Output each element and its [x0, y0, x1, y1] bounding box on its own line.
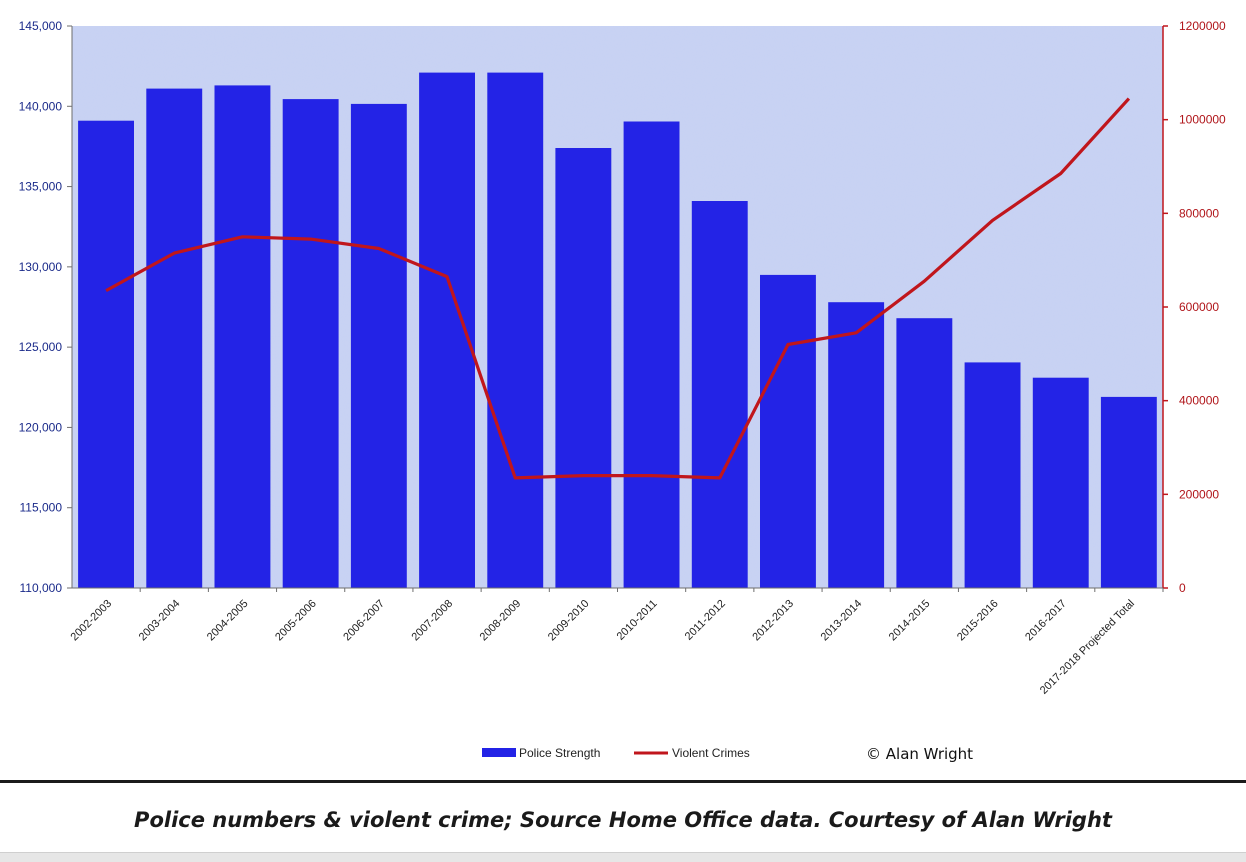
bar-police-strength-3: [282, 99, 339, 588]
x-tick-label: 2008-2009: [478, 598, 524, 644]
right-axis-ticks: 0 200000 400000 600000 800000 1000000 1200000: [1163, 19, 1226, 595]
x-tick-label: 2011-2012: [683, 598, 728, 643]
legend-label-police-strength: Police Strength: [519, 746, 600, 760]
left-tick-label: 125,000: [19, 340, 63, 354]
bars-layer: [78, 72, 1157, 589]
bar-police-strength-10: [760, 274, 816, 588]
x-tick-label: 2002-2003: [69, 598, 115, 644]
left-tick-label: 145,000: [19, 19, 63, 33]
left-tick-label: 120,000: [19, 420, 63, 434]
x-tick-label: 2015-2016: [955, 598, 1001, 644]
bottom-strip: [0, 852, 1246, 862]
right-tick-label: 0: [1179, 581, 1186, 595]
line-violent-crimes: [105, 97, 1131, 480]
x-tick-label: 2003-2004: [137, 598, 183, 644]
x-tick-label: 2012-2013: [750, 598, 796, 644]
legend-label-violent-crimes: Violent Crimes: [672, 746, 750, 760]
x-tick-label: 2005-2006: [273, 598, 319, 644]
bar-police-strength-11: [828, 302, 885, 588]
legend-swatch-police-strength: [482, 748, 516, 757]
left-tick-label: 135,000: [19, 180, 63, 194]
x-tick-label: 2010-2011: [615, 598, 660, 643]
x-tick-label: 2004-2005: [205, 598, 251, 644]
bar-police-strength-0: [78, 120, 134, 588]
x-tick-label: 2014-2015: [887, 598, 933, 644]
left-axis-ticks: 110,000 115,000 120,000 125,000 130,000 135,0…: [19, 19, 72, 595]
x-tick-label: 2016-2017: [1023, 598, 1069, 644]
right-tick-label: 800000: [1179, 206, 1219, 220]
figure-caption: Police numbers & violent crime; Source H…: [134, 808, 1112, 832]
left-tick-label: 130,000: [19, 260, 63, 274]
bar-police-strength-1: [146, 88, 203, 588]
line-layer: [105, 97, 1131, 480]
bar-police-strength-7: [555, 148, 612, 588]
bar-police-strength-15: [1100, 396, 1157, 588]
x-tick-label: 2009-2010: [546, 598, 592, 644]
right-tick-label: 1000000: [1179, 113, 1226, 127]
bar-police-strength-14: [1032, 377, 1089, 588]
right-tick-label: 400000: [1179, 394, 1219, 408]
chart-svg: 110,000 115,000 120,000 125,000 130,000 135,0…: [19, 19, 1226, 763]
bar-police-strength-4: [350, 103, 407, 589]
x-tick-label: 2006-2007: [341, 598, 387, 644]
x-tick-label: 2013-2014: [819, 598, 865, 644]
legend: Police Strength Violent Crimes © Alan Wr…: [482, 745, 973, 763]
right-tick-label: 200000: [1179, 487, 1219, 501]
left-tick-label: 110,000: [20, 581, 63, 595]
bar-police-strength-13: [964, 362, 1021, 588]
credit-text: © Alan Wright: [866, 745, 973, 763]
x-tick-label: 2007-2008: [409, 598, 455, 644]
left-tick-label: 140,000: [19, 99, 63, 113]
x-axis-ticks: 2002-2003 2003-2004 2004-2005 2005-2006 2006…: [69, 588, 1164, 697]
bar-police-strength-8: [623, 121, 680, 588]
bar-police-strength-2: [214, 85, 271, 589]
left-tick-label: 115,000: [20, 501, 63, 515]
right-tick-label: 600000: [1179, 300, 1219, 314]
chart-frame-line: [0, 780, 1246, 783]
bar-police-strength-6: [487, 72, 544, 589]
chart: 110,000 115,000 120,000 125,000 130,000 135,0…: [19, 19, 1226, 763]
right-tick-label: 1200000: [1179, 19, 1226, 33]
bar-police-strength-9: [691, 201, 748, 588]
bar-police-strength-12: [896, 318, 953, 588]
